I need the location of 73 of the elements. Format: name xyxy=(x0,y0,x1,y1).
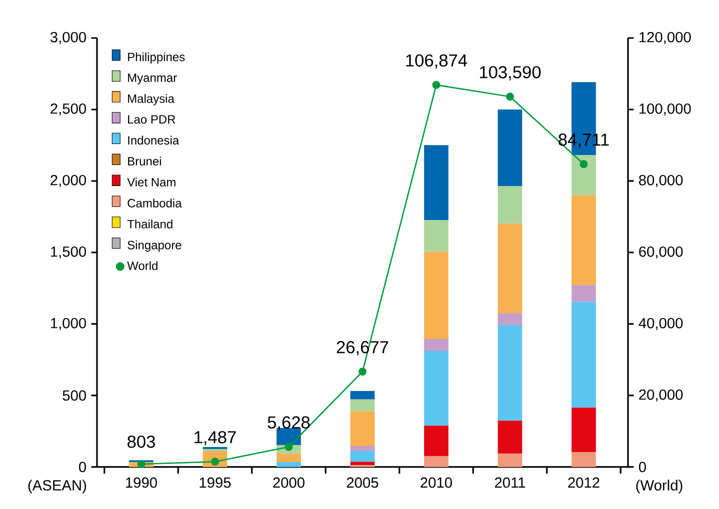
bar xyxy=(424,339,448,352)
bar xyxy=(276,454,301,462)
bar xyxy=(424,351,448,426)
bar xyxy=(350,462,375,465)
point xyxy=(358,368,366,376)
bar xyxy=(498,313,522,325)
data-label: 84,711 xyxy=(558,134,609,148)
legend-label: Lao PDR xyxy=(128,115,176,124)
bar xyxy=(572,408,596,452)
bar xyxy=(498,186,522,224)
bar xyxy=(572,285,596,302)
bar xyxy=(498,454,522,467)
data-label: 803 xyxy=(128,436,155,448)
point xyxy=(137,460,146,468)
bar xyxy=(424,252,448,339)
point xyxy=(506,92,514,101)
legend-label: Cambodia xyxy=(128,198,182,208)
legend-label: Singapore xyxy=(128,240,182,252)
y-tick-label: 0 xyxy=(79,462,86,472)
x-tick-label: 2012 xyxy=(568,477,600,488)
data-label: 1,487 xyxy=(194,431,236,446)
y-tick-label: 1,000 xyxy=(51,318,86,330)
bar xyxy=(350,450,375,462)
bar xyxy=(572,452,596,467)
bar xyxy=(424,145,448,220)
bar xyxy=(572,195,596,286)
y-tick-label: 1,500 xyxy=(51,246,86,259)
bar xyxy=(424,426,448,456)
bar xyxy=(498,224,522,314)
x-tick-label: 1990 xyxy=(126,477,157,488)
legend-label: Viet Nam xyxy=(127,178,176,186)
legend-label: Philippines xyxy=(128,52,185,64)
point xyxy=(580,160,588,168)
legend-label: Myanmar xyxy=(128,74,177,84)
x-tick-label: 2000 xyxy=(273,477,304,488)
legend-label: Malaysia xyxy=(128,94,174,106)
y2-tick-label: 120,000 xyxy=(640,32,691,44)
x-tick-label: 1995 xyxy=(200,477,231,488)
bar xyxy=(350,391,375,400)
legend-label: Thailand xyxy=(127,220,172,228)
data-label: 106,874 xyxy=(406,54,468,69)
y2-tick-label: 80,000 xyxy=(639,174,683,188)
legend-label: Indonesia xyxy=(128,136,180,145)
y2-tick-label: 0 xyxy=(638,462,646,472)
bar xyxy=(498,109,522,186)
y-tick-label: 3,000 xyxy=(50,32,86,44)
y2-tick-label: 20,000 xyxy=(639,389,683,402)
bar xyxy=(424,456,448,467)
y-tick-label: 2,000 xyxy=(50,174,86,188)
y-tick-label: 2,500 xyxy=(50,103,86,116)
bar xyxy=(350,411,375,446)
bar xyxy=(276,462,301,467)
data-label: 103,590 xyxy=(480,66,541,80)
bar xyxy=(498,420,522,454)
x-tick-label: 2011 xyxy=(494,477,526,488)
data-label: 5,628 xyxy=(268,416,310,431)
bar xyxy=(350,399,375,412)
y2-tick-label: 60,000 xyxy=(639,246,683,259)
legend-label: Brunei xyxy=(128,156,161,166)
bar xyxy=(424,220,448,252)
bar xyxy=(498,324,522,421)
y2-tick-label: 100,000 xyxy=(640,103,691,116)
y2-tick-label: 40,000 xyxy=(638,318,683,330)
bar xyxy=(572,302,596,408)
legend-label: World xyxy=(127,261,158,270)
y-tick-label: 500 xyxy=(62,390,86,401)
y2-axis-title: (World) xyxy=(636,480,682,494)
bar xyxy=(350,446,375,451)
bar xyxy=(572,155,596,196)
x-tick-label: 2005 xyxy=(346,477,378,488)
y-axis-title: (ASEAN) xyxy=(28,480,86,494)
x-tick-label: 2010 xyxy=(420,477,452,488)
point xyxy=(432,80,440,89)
